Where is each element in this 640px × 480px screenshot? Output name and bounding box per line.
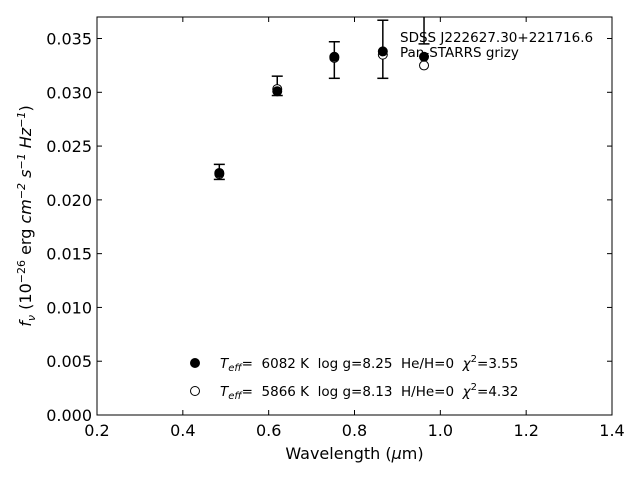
y-tick-label: 0.025 [46,137,92,156]
y-axis-label: fν (10−26 erg cm−2 s−1 Hz−1) [15,105,38,326]
x-tick-label: 1.2 [513,421,538,440]
x-tick-label: 1.0 [428,421,453,440]
x-tick-label: 0.4 [170,421,195,440]
y-tick-label: 0.010 [46,298,92,317]
model-point-open [419,60,430,71]
annotation-survey-name: Pan-STARRS grizy [400,45,519,61]
x-axis-label: Wavelength (μm) [285,444,423,463]
x-tick-label: 1.4 [599,421,624,440]
legend-entry-2-params: = 5866 K log g=8.13 H/He=0 [242,384,454,400]
legend-entry-2: Teff= 5866 K log g=8.13 H/He=0 χ2=4.32 [220,382,518,402]
model-point-filled [329,51,340,62]
y-tick-label: 0.020 [46,191,92,210]
legend-entry-1: Teff= 6082 K log g=8.25 He/H=0 χ2=3.55 [220,354,518,374]
legend-marker-filled [190,358,200,368]
y-tick-label: 0.000 [46,406,92,425]
model-point-filled [214,167,225,178]
x-tick-label: 0.6 [256,421,281,440]
legend-entry-1-chi2: =3.55 [477,356,518,372]
legend-entry-2-chi2: =4.32 [477,384,518,400]
legend-entry-1-params: = 6082 K log g=8.25 He/H=0 [242,356,454,372]
y-tick-label: 0.015 [46,245,92,264]
model-point-filled [272,86,283,97]
legend: Teff= 6082 K log g=8.25 He/H=0 χ2=3.55 T… [190,354,518,402]
x-tick-label: 0.8 [342,421,367,440]
y-tick-label: 0.005 [46,352,92,371]
y-tick-label: 0.030 [46,83,92,102]
plot-area [96,16,613,416]
model-point-filled [419,51,430,62]
y-tick-label: 0.035 [46,30,92,49]
model-point-filled [377,46,388,57]
legend-marker-open [190,386,200,396]
data-points [214,46,430,180]
ticks: 0.2 0.4 0.6 0.8 1.0 1.2 1.4 0.000 0.005 0.010 0.01… [46,17,625,440]
x-tick-label: 0.2 [84,421,109,440]
annotation-object-name: SDSS J222627.30+221716.6 [400,30,593,46]
